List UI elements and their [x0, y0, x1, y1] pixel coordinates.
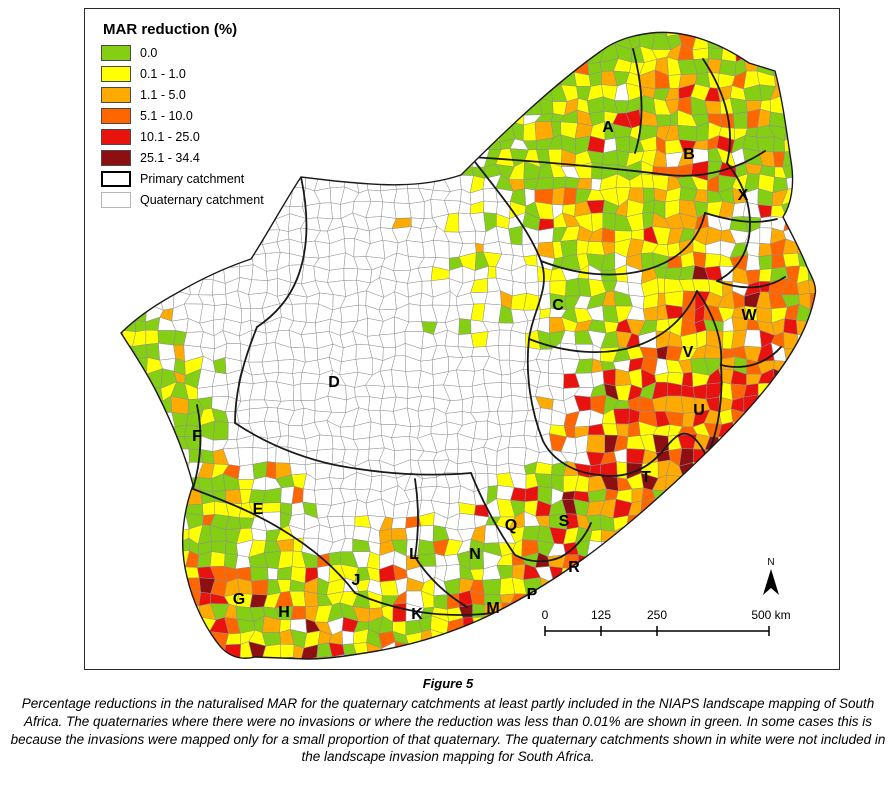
legend-item: 1.1 - 5.0: [101, 86, 264, 104]
catchment-label-B: B: [683, 146, 695, 163]
map-frame: A B X C W D V U F T E Q S L N R J P G M H K N 0 125 250 500 km MAR…: [84, 8, 840, 670]
legend-item: 5.1 - 10.0: [101, 107, 264, 125]
legend-item: 10.1 - 25.0: [101, 128, 264, 146]
north-arrow-icon: N: [763, 557, 779, 595]
legend-swatch-orange: [101, 87, 131, 103]
legend-item: Primary catchment: [101, 170, 264, 188]
scale-tick-label: 250: [647, 608, 667, 622]
legend-swatch-yellow: [101, 66, 131, 82]
legend-item: Quaternary catchment: [101, 191, 264, 209]
legend-swatch-red: [101, 129, 131, 145]
legend-swatch-primary-catchment: [101, 171, 131, 187]
catchment-label-Q: Q: [505, 517, 517, 534]
legend-swatch-green: [101, 45, 131, 61]
legend-swatch-dark-orange: [101, 108, 131, 124]
catchment-label-E: E: [253, 501, 264, 518]
scale-bar: 0 125 250 500 km: [542, 608, 791, 636]
catchment-label-N: N: [469, 546, 481, 563]
south-africa-map: A B X C W D V U F T E Q S L N R J P G M H K N 0 125 250 500 km: [120, 31, 817, 660]
catchment-label-L: L: [409, 546, 419, 563]
legend-label: Quaternary catchment: [140, 193, 264, 207]
catchment-labels: A B X C W D V U F T E Q S L N R J P G M H K: [192, 119, 757, 623]
catchment-label-S: S: [559, 513, 570, 530]
primary-catchment-boundaries: [192, 48, 786, 616]
legend-label: 10.1 - 25.0: [140, 130, 200, 144]
map-legend: MAR reduction (%) 0.0 0.1 - 1.0 1.1 - 5.…: [99, 17, 270, 216]
catchment-label-A: A: [602, 119, 614, 136]
catchment-label-G: G: [233, 591, 245, 608]
scale-tick-label: 125: [591, 608, 611, 622]
legend-item: 0.1 - 1.0: [101, 65, 264, 83]
catchment-label-P: P: [527, 586, 538, 603]
legend-label: 25.1 - 34.4: [140, 151, 200, 165]
legend-item: 0.0: [101, 44, 264, 62]
figure-number: Figure 5: [422, 676, 474, 691]
catchment-label-U: U: [693, 402, 705, 419]
scale-tick-label: 500 km: [751, 608, 790, 622]
north-label: N: [767, 557, 774, 568]
figure-caption: Figure 5 Percentage reductions in the na…: [10, 676, 886, 766]
catchment-label-R: R: [568, 559, 580, 576]
catchment-label-H: H: [278, 604, 290, 621]
figure-caption-text: Percentage reductions in the naturalised…: [10, 696, 886, 765]
legend-item: 25.1 - 34.4: [101, 149, 264, 167]
legend-label: 0.1 - 1.0: [140, 67, 186, 81]
catchment-label-V: V: [683, 344, 694, 361]
catchment-label-D: D: [328, 374, 340, 391]
catchment-label-K: K: [411, 606, 423, 623]
country-outline: [120, 31, 817, 660]
legend-label: 5.1 - 10.0: [140, 109, 193, 123]
legend-label: 0.0: [140, 46, 158, 60]
catchment-label-T: T: [641, 469, 651, 486]
legend-swatch-dark-red: [101, 150, 131, 166]
catchment-label-C: C: [552, 297, 564, 314]
legend-title: MAR reduction (%): [103, 21, 238, 38]
catchment-label-J: J: [352, 572, 361, 589]
legend-label: Primary catchment: [140, 172, 245, 186]
catchment-label-F: F: [192, 428, 202, 445]
catchment-label-X: X: [738, 187, 749, 204]
scale-tick-label: 0: [542, 608, 549, 622]
catchment-label-W: W: [741, 307, 757, 324]
catchment-label-M: M: [486, 600, 499, 617]
legend-swatch-quaternary-catchment: [101, 192, 131, 208]
legend-label: 1.1 - 5.0: [140, 88, 186, 102]
